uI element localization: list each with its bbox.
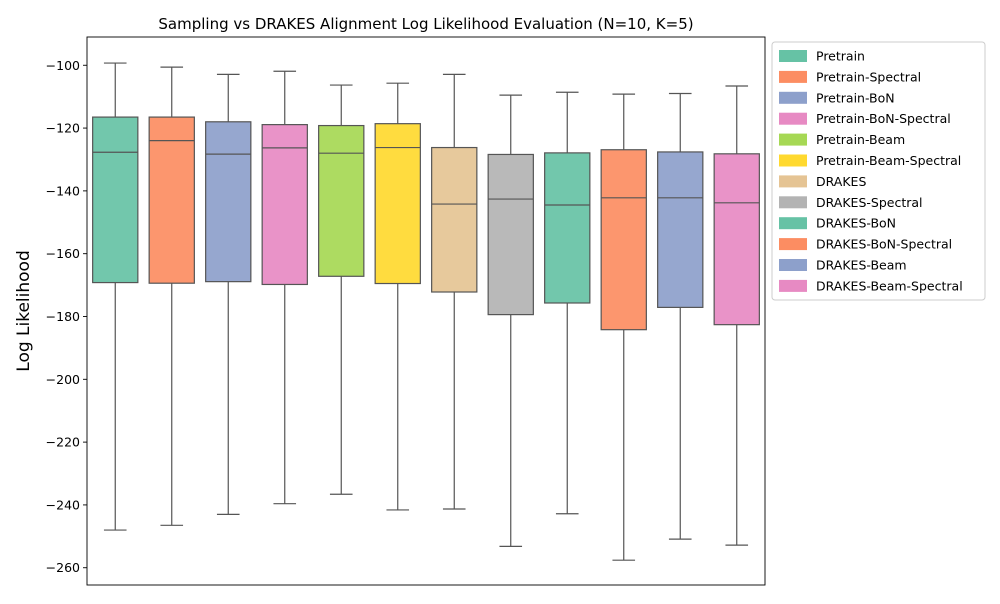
legend-swatch (779, 217, 807, 230)
legend-swatch (779, 112, 807, 125)
legend-label: DRAKES (816, 174, 866, 189)
y-tick-label: −220 (46, 435, 80, 450)
legend: Pretrain Pretrain-Spectral Pretrain-BoN Pre… (771, 41, 986, 301)
box-series-group (92, 62, 760, 561)
legend-label: DRAKES-BoN-Spectral (816, 237, 952, 252)
box-series (374, 82, 421, 511)
legend-label: DRAKES-BoN (816, 216, 896, 231)
box-series (487, 94, 534, 547)
legend-frame (771, 41, 986, 301)
box-iqr (600, 149, 647, 331)
legend-swatch (779, 133, 807, 146)
box-iqr (148, 116, 195, 284)
legend-label: Pretrain-BoN-Spectral (816, 111, 951, 126)
box-iqr (205, 121, 252, 283)
box-iqr (374, 123, 421, 285)
box-iqr (713, 153, 760, 326)
legend-label: Pretrain-Beam (816, 132, 905, 147)
legend-label: Pretrain-BoN (816, 90, 895, 105)
legend-label: DRAKES-Beam (816, 258, 907, 273)
legend-label: Pretrain (816, 49, 865, 64)
box-series (713, 85, 760, 546)
box-series (544, 91, 591, 515)
y-tick-label: −240 (46, 497, 80, 512)
legend-swatch (779, 91, 807, 104)
box-series (148, 66, 195, 526)
box-iqr (657, 151, 704, 308)
box-iqr (92, 116, 139, 284)
box-iqr (318, 124, 365, 277)
legend-label: DRAKES-Beam-Spectral (816, 278, 963, 293)
legend-swatch (779, 259, 807, 271)
box-series (657, 92, 704, 540)
y-tick-label: −100 (46, 58, 80, 73)
legend-swatch (779, 175, 807, 188)
box-iqr (544, 152, 591, 304)
box-iqr (261, 124, 308, 286)
plot-area-frame (86, 36, 766, 586)
legend-label: DRAKES-Spectral (816, 195, 923, 210)
box-series (205, 73, 252, 515)
legend-swatch (779, 238, 807, 251)
box-series (600, 93, 647, 561)
y-tick-label: −200 (46, 372, 80, 387)
legend-swatch (779, 50, 807, 62)
y-axis-ticks: −100 −120 −140 −160 −180 −200 −220 −240 −260 (46, 58, 87, 575)
box-series (431, 73, 478, 510)
box-series (318, 84, 365, 495)
box-series (261, 70, 308, 505)
legend-label: Pretrain-Spectral (816, 69, 921, 84)
chart-title: Sampling vs DRAKES Alignment Log Likelih… (158, 15, 693, 33)
y-tick-label: −160 (46, 246, 80, 261)
legend-label: Pretrain-Beam-Spectral (816, 153, 961, 168)
box-series (92, 62, 139, 531)
y-tick-label: −120 (46, 121, 80, 136)
legend-swatch (779, 154, 807, 167)
box-iqr (431, 146, 478, 293)
box-iqr (487, 153, 534, 316)
y-tick-label: −180 (46, 309, 80, 324)
y-tick-label: −140 (46, 183, 80, 198)
y-tick-label: −260 (46, 560, 80, 575)
legend-swatch (779, 279, 807, 292)
legend-swatch (779, 196, 807, 209)
legend-swatch (779, 70, 807, 83)
y-axis-label: Log Likelihood (14, 250, 34, 371)
